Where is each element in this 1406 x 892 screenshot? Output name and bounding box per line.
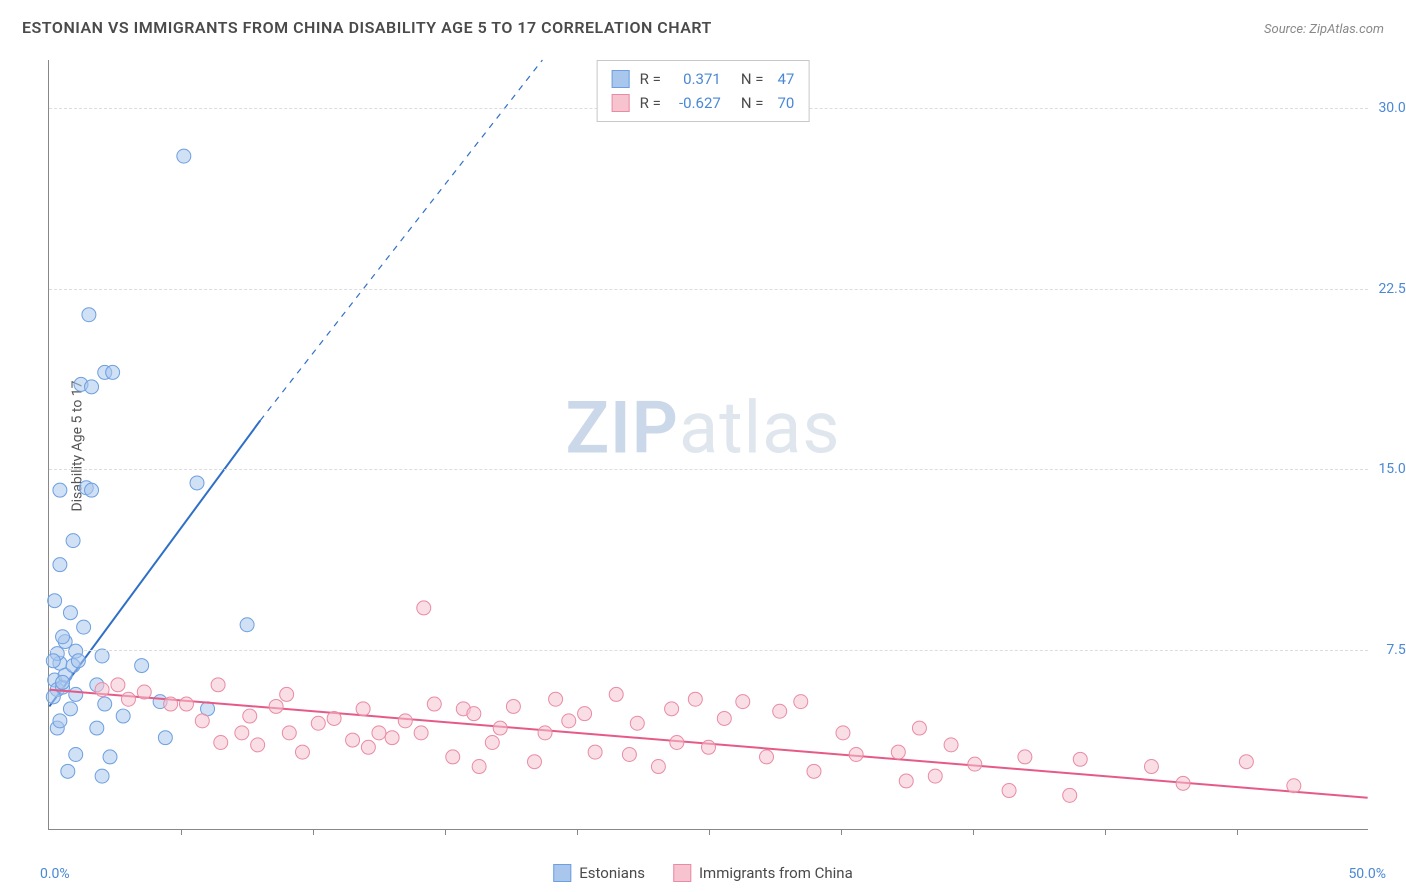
source-label: Source: ZipAtlas.com <box>1264 22 1384 37</box>
chart-plot-area: 7.5%15.0%22.5%30.0% <box>48 60 1368 830</box>
stats-row-china: R = -0.627 N = 70 <box>612 91 795 115</box>
legend-item-estonians: Estonians <box>553 864 645 882</box>
n-label: N = <box>741 91 764 115</box>
r-label: R = <box>640 91 661 115</box>
gridline <box>49 650 1368 651</box>
stats-legend-box: R = 0.371 N = 47 R = -0.627 N = 70 <box>597 60 810 122</box>
x-tick <box>973 829 974 835</box>
scatter-svg <box>49 60 1368 829</box>
y-tick-label: 7.5% <box>1356 642 1406 658</box>
x-tick <box>709 829 710 835</box>
stats-row-estonians: R = 0.371 N = 47 <box>612 67 795 91</box>
r-value: 0.371 <box>671 67 721 91</box>
legend-item-china: Immigrants from China <box>673 864 853 882</box>
swatch-icon <box>612 94 630 112</box>
y-tick-label: 22.5% <box>1356 281 1406 297</box>
n-value: 70 <box>777 91 794 115</box>
r-value: -0.627 <box>671 91 721 115</box>
n-label: N = <box>741 67 764 91</box>
r-label: R = <box>640 67 661 91</box>
x-tick <box>313 829 314 835</box>
x-tick <box>445 829 446 835</box>
swatch-icon <box>612 70 630 88</box>
legend-label: Estonians <box>579 864 645 882</box>
chart-title: ESTONIAN VS IMMIGRANTS FROM CHINA DISABI… <box>22 18 712 37</box>
x-tick <box>1105 829 1106 835</box>
n-value: 47 <box>777 67 794 91</box>
x-max-label: 50.0% <box>1348 866 1386 882</box>
x-origin-label: 0.0% <box>40 866 70 882</box>
legend-label: Immigrants from China <box>699 864 853 882</box>
x-tick <box>1237 829 1238 835</box>
x-tick <box>577 829 578 835</box>
swatch-icon <box>673 864 691 882</box>
gridline <box>49 469 1368 470</box>
bottom-legend: Estonians Immigrants from China <box>553 864 852 882</box>
y-tick-label: 30.0% <box>1356 100 1406 116</box>
gridline <box>49 289 1368 290</box>
y-tick-label: 15.0% <box>1356 461 1406 477</box>
x-tick <box>841 829 842 835</box>
swatch-icon <box>553 864 571 882</box>
x-tick <box>181 829 182 835</box>
